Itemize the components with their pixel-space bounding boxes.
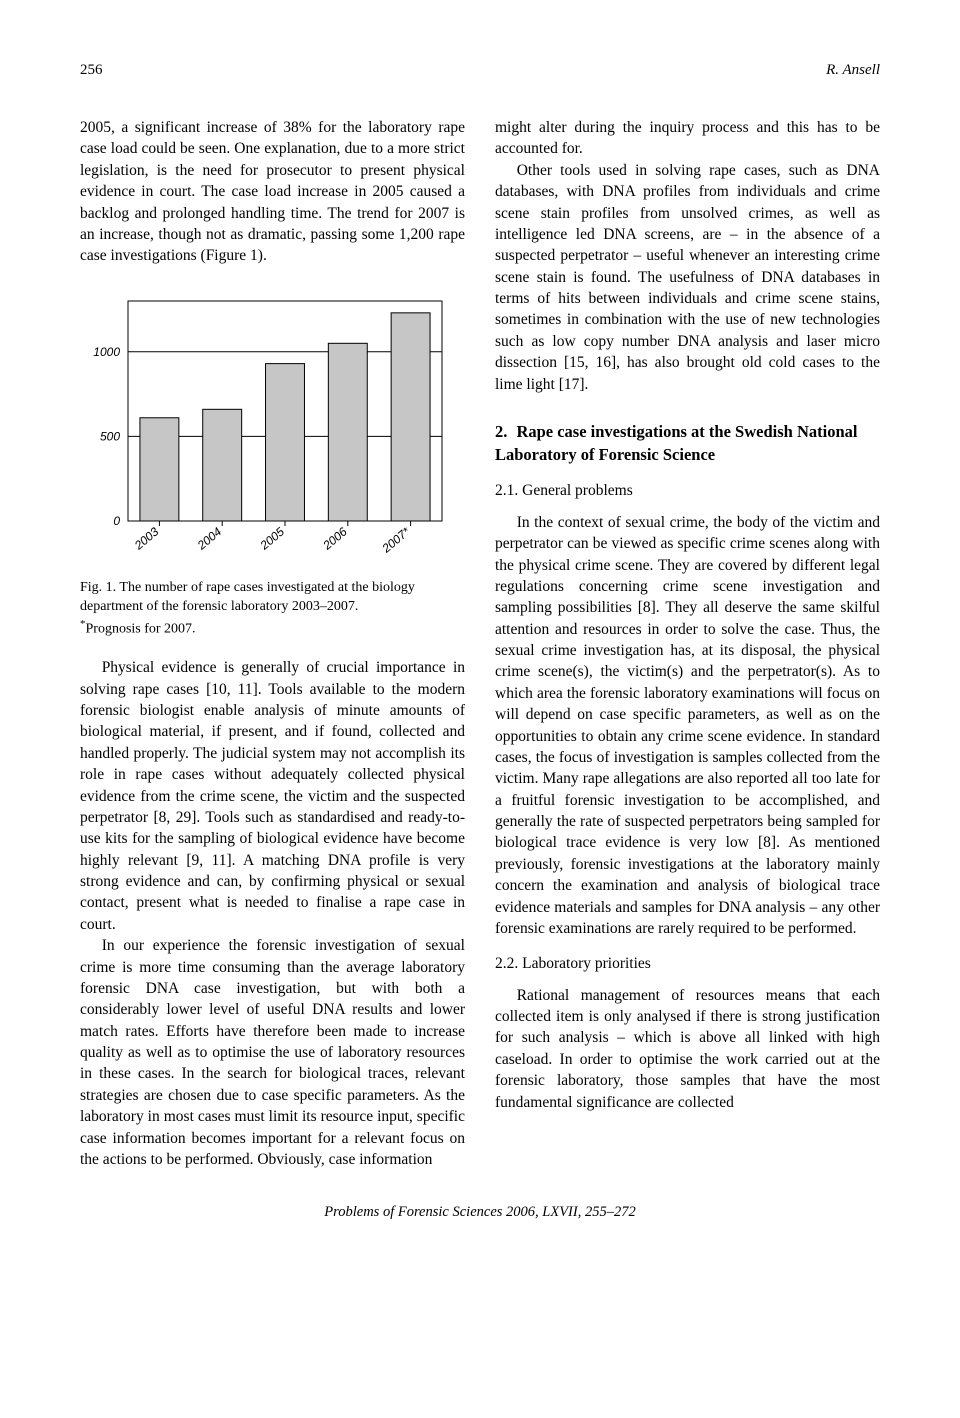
- svg-text:2004: 2004: [194, 524, 224, 553]
- subsection-2-1-heading: 2.1. General problems: [495, 480, 880, 501]
- figure-1-chart: 0 500 1000 2003 2004 2005 2006 2007*: [80, 289, 465, 565]
- svg-text:1000: 1000: [93, 344, 120, 358]
- left-paragraph-3: In our experience the forensic investiga…: [80, 935, 465, 1170]
- subsection-2-2-heading: 2.2. Laboratory priorities: [495, 953, 880, 974]
- right-paragraph-3: In the context of sexual crime, the body…: [495, 512, 880, 940]
- page-number: 256: [80, 62, 103, 79]
- figure-1-caption: Fig. 1. The number of rape cases investi…: [80, 579, 465, 639]
- page-footer: Problems of Forensic Sciences 2006, LXVI…: [80, 1204, 880, 1221]
- svg-text:0: 0: [113, 514, 120, 528]
- svg-text:2003: 2003: [131, 524, 161, 553]
- page-author: R. Ansell: [826, 62, 880, 79]
- section-title: Rape case investigations at the Swedish …: [495, 422, 857, 464]
- section-number: 2.: [495, 421, 516, 444]
- left-paragraph-2: Physical evidence is generally of crucia…: [80, 657, 465, 935]
- section-2-heading: 2.Rape case investigations at the Swedis…: [495, 421, 880, 467]
- right-paragraph-4: Rational management of resources means t…: [495, 985, 880, 1113]
- left-paragraph-1: 2005, a significant increase of 38% for …: [80, 117, 465, 267]
- svg-text:2007*: 2007*: [379, 524, 413, 556]
- figure-caption-note: Prognosis for 2007.: [86, 621, 196, 636]
- left-column: 2005, a significant increase of 38% for …: [80, 117, 465, 1170]
- figure-caption-main: Fig. 1. The number of rape cases investi…: [80, 580, 415, 614]
- right-paragraph-2: Other tools used in solving rape cases, …: [495, 160, 880, 395]
- svg-text:2006: 2006: [320, 524, 350, 553]
- right-paragraph-1: might alter during the inquiry process a…: [495, 117, 880, 160]
- right-column: might alter during the inquiry process a…: [495, 117, 880, 1170]
- svg-text:500: 500: [100, 429, 120, 443]
- svg-text:2005: 2005: [257, 524, 287, 553]
